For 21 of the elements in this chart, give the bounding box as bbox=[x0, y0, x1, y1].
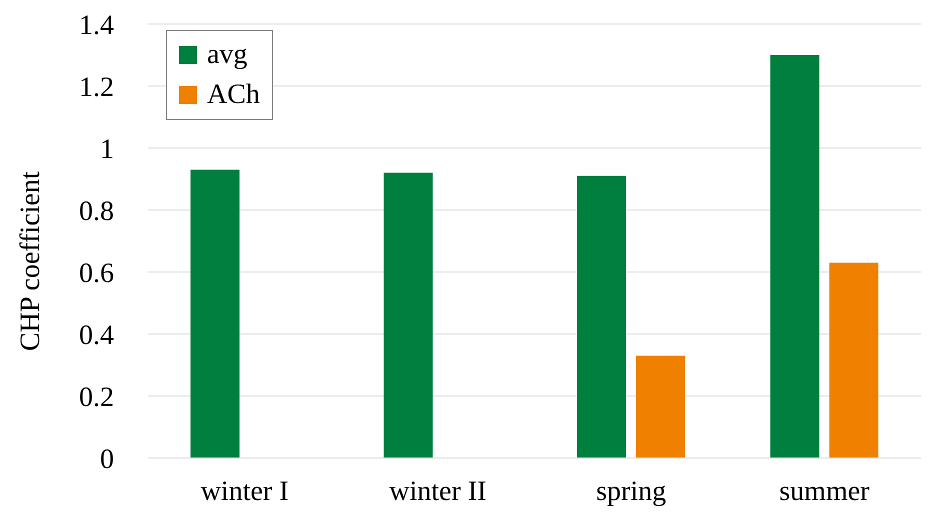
bar bbox=[829, 262, 878, 458]
y-tick-label: 0.2 bbox=[79, 382, 114, 413]
y-tick-label: 0 bbox=[100, 444, 114, 475]
x-tick-label: summer bbox=[779, 476, 870, 507]
y-tick-label: 1.4 bbox=[79, 10, 114, 41]
x-tick-label: spring bbox=[596, 476, 666, 507]
x-tick-label: winter I bbox=[200, 476, 289, 507]
bar bbox=[577, 176, 626, 458]
y-axis-title: CHP coefficient bbox=[14, 171, 46, 351]
bar bbox=[190, 170, 240, 458]
x-tick-label: winter II bbox=[389, 476, 486, 507]
y-tick-label: 1.2 bbox=[79, 72, 114, 103]
y-tick-label: 0.8 bbox=[79, 196, 114, 227]
bar bbox=[384, 172, 433, 458]
bar bbox=[636, 356, 686, 458]
y-tick-label: 0.6 bbox=[79, 258, 114, 289]
y-tick-label: 1 bbox=[100, 134, 114, 165]
bar bbox=[770, 55, 820, 458]
legend-label: avg bbox=[207, 39, 248, 71]
y-tick-label: 0.4 bbox=[79, 320, 114, 351]
legend-label: ACh bbox=[207, 79, 260, 111]
